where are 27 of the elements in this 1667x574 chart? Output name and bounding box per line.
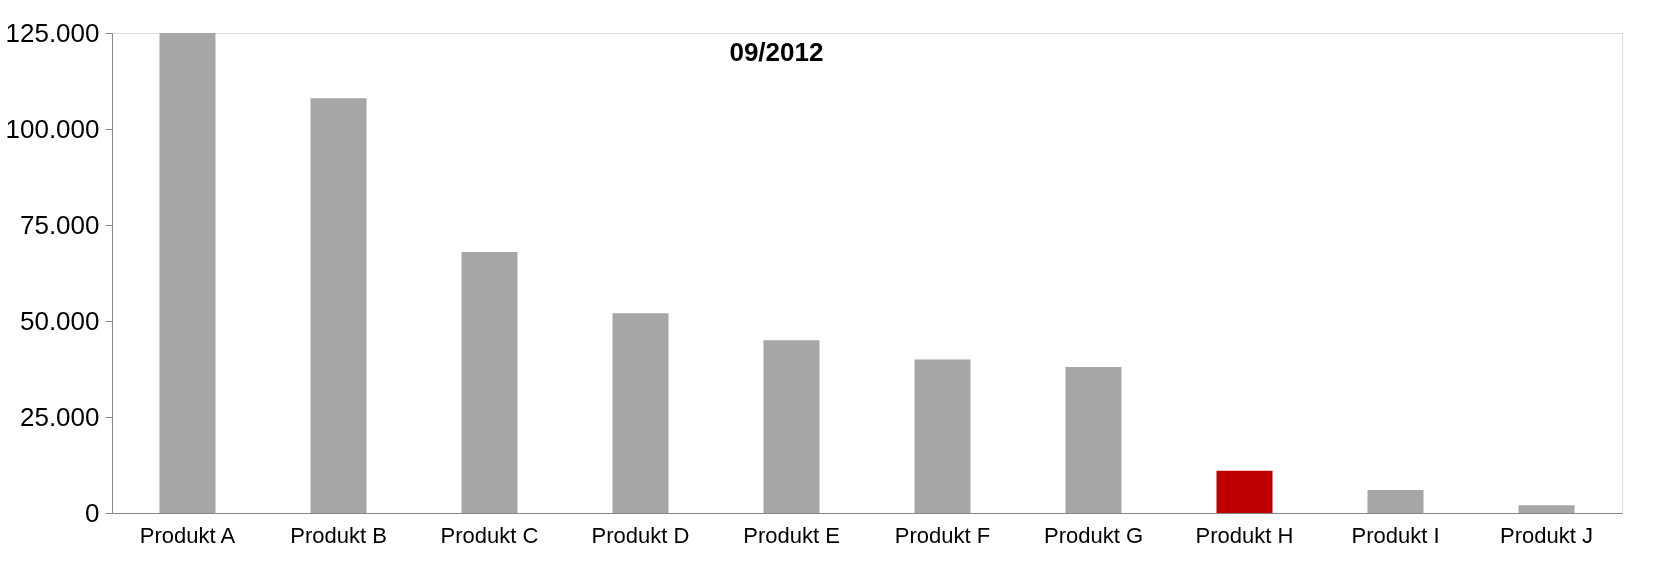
bar <box>1216 470 1273 513</box>
bar <box>1518 505 1575 513</box>
bar <box>310 98 367 513</box>
x-tick-label: Produkt E <box>743 522 840 548</box>
x-tick-label: Produkt J <box>1500 522 1593 548</box>
chart-title: 09/2012 <box>729 37 824 67</box>
bar <box>763 340 820 513</box>
bar <box>1367 489 1424 513</box>
bar <box>612 313 669 513</box>
bar <box>914 359 971 513</box>
y-tick-label: 25.000 <box>19 401 100 432</box>
y-tick-label: 0 <box>85 497 100 528</box>
bar <box>159 33 216 513</box>
y-tick-label: 50.000 <box>19 305 100 336</box>
x-tick-label: Produkt I <box>1351 522 1440 548</box>
y-tick-label: 100.000 <box>5 113 100 144</box>
x-tick-label: Produkt A <box>139 522 236 548</box>
y-tick-label: 125.000 <box>5 17 100 48</box>
x-tick-label: Produkt C <box>440 522 539 548</box>
x-tick-label: Produkt F <box>894 522 991 548</box>
y-tick-label: 75.000 <box>19 209 100 240</box>
x-tick-label: Produkt D <box>591 522 690 548</box>
bar <box>461 251 518 513</box>
bar <box>1065 367 1122 513</box>
x-tick-label: Produkt G <box>1043 522 1144 548</box>
x-tick-label: Produkt H <box>1195 522 1294 548</box>
x-tick-label: Produkt B <box>290 522 387 548</box>
